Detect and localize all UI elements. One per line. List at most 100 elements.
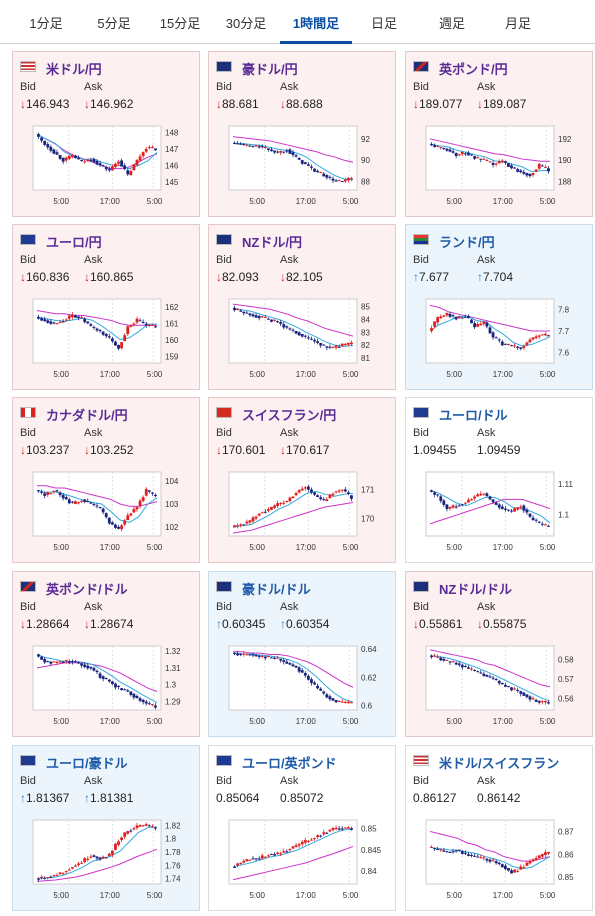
tab-6[interactable]: 週足 — [438, 16, 465, 31]
candle-body — [37, 317, 40, 319]
rate-card[interactable]: カナダドル/円 Bid Ask ↓103.237 ↓103.252 104 103 102 5:… — [12, 397, 200, 563]
pair-name[interactable]: カナダドル/円 — [46, 408, 128, 423]
candle-body — [129, 513, 133, 516]
price-chart[interactable]: 7.8 7.7 7.6 5:00 17:00 5:00 — [412, 293, 586, 381]
pair-name[interactable]: ランド/円 — [439, 235, 495, 250]
tab-0[interactable]: 1分足 — [29, 16, 63, 31]
candle-body — [534, 857, 538, 860]
price-chart[interactable]: 148 147 146 145 5:00 17:00 5:00 — [19, 120, 193, 208]
pair-name[interactable]: 豪ドル/円 — [242, 62, 298, 77]
candle-body — [233, 653, 236, 655]
candle-body — [300, 160, 304, 164]
candle-body — [104, 334, 108, 337]
rate-card[interactable]: 英ポンド/円 Bid Ask ↓189.077 ↓189.087 192 190 188 5:0… — [405, 51, 593, 217]
plot-area — [32, 125, 162, 191]
flag-icon — [216, 581, 232, 592]
candle-body — [331, 698, 335, 701]
candle-body — [67, 155, 71, 159]
candle-body — [343, 701, 347, 703]
candle-body — [510, 345, 513, 347]
candle-body — [519, 691, 523, 694]
candle-body — [70, 661, 74, 663]
price-chart[interactable]: 171 170 5:00 17:00 5:00 — [215, 466, 389, 554]
tab-7[interactable]: 月足 — [504, 16, 531, 31]
ask-value: 0.86142 — [477, 791, 520, 805]
candle-body — [485, 493, 489, 497]
rate-card[interactable]: 英ポンド/ドル Bid Ask ↓1.28664 ↓1.28674 1.32 1.31 1.3… — [12, 571, 200, 737]
candle-body — [503, 684, 507, 687]
candle-body — [236, 863, 240, 866]
candle-body — [297, 332, 301, 336]
pair-name[interactable]: スイスフラン/円 — [242, 408, 337, 423]
price-chart[interactable]: 92 90 88 5:00 17:00 5:00 — [215, 120, 389, 208]
pair-name[interactable]: ユーロ/円 — [46, 235, 102, 250]
rate-card[interactable]: ユーロ/英ポンド Bid Ask 0.85064 0.85072 0.85 0.845 0.8… — [208, 745, 396, 911]
pair-name[interactable]: 英ポンド/ドル — [46, 582, 128, 597]
rate-card[interactable]: NZドル/円 Bid Ask ↓82.093 ↓82.105 85 84 83 82 81 5:00… — [208, 224, 396, 390]
pair-name[interactable]: ユーロ/英ポンド — [242, 756, 337, 771]
candle-body — [67, 315, 71, 319]
price-chart[interactable]: 0.58 0.57 0.56 5:00 17:00 5:00 — [412, 640, 586, 728]
tab-5[interactable]: 日足 — [370, 16, 397, 31]
candle-body — [325, 499, 329, 502]
candle-body — [46, 877, 50, 879]
rate-card[interactable]: ランド/円 Bid Ask ↑7.677 ↑7.704 7.8 7.7 7.6 5:00 17:0… — [405, 224, 593, 390]
pair-name[interactable]: ユーロ/ドル — [439, 408, 508, 423]
candle-body — [86, 159, 90, 162]
candle-body — [454, 316, 458, 320]
candle-body — [457, 849, 461, 851]
tab-2[interactable]: 15分足 — [159, 16, 201, 31]
flag-icon — [20, 755, 36, 766]
rate-card[interactable]: NZドル/ドル Bid Ask ↓0.55861 ↓0.55875 0.58 0.57 0.5… — [405, 571, 593, 737]
pair-name[interactable]: ユーロ/豪ドル — [46, 756, 128, 771]
candle-body — [491, 499, 495, 502]
candle-body — [74, 661, 77, 663]
price-chart[interactable]: 1.32 1.31 1.3 1.29 5:00 17:00 5:00 — [19, 640, 193, 728]
candle-body — [476, 324, 480, 327]
tab-4[interactable]: 1時間足 — [280, 0, 352, 44]
pair-name[interactable]: NZドル/ドル — [439, 582, 512, 597]
price-chart[interactable]: 192 190 188 5:00 17:00 5:00 — [412, 120, 586, 208]
candle-body — [245, 312, 249, 314]
pair-name[interactable]: 米ドル/スイスフラン — [439, 756, 560, 771]
rate-card[interactable]: 豪ドル/円 Bid Ask ↓88.681 ↓88.688 92 90 88 5:00 17:00… — [208, 51, 396, 217]
candle-body — [319, 497, 323, 500]
candle-body — [513, 688, 517, 690]
pair-name[interactable]: NZドル/円 — [242, 235, 302, 250]
tab-1[interactable]: 5分足 — [97, 16, 131, 31]
candle-body — [476, 671, 480, 673]
candle-body — [531, 859, 535, 862]
rate-card[interactable]: 米ドル/スイスフラン Bid Ask 0.86127 0.86142 0.87 0.86 0.… — [405, 745, 593, 911]
rate-card[interactable]: ユーロ/ドル Bid Ask 1.09455 1.09459 1.11 1.1 5:00 17:… — [405, 397, 593, 563]
rate-card[interactable]: 米ドル/円 Bid Ask ↓146.943 ↓146.962 148 147 146 145 5… — [12, 51, 200, 217]
pair-name[interactable]: 豪ドル/ドル — [242, 582, 311, 597]
pair-name[interactable]: 米ドル/円 — [46, 62, 102, 77]
x-tick-label: 17:00 — [100, 197, 121, 206]
price-chart[interactable]: 1.821.81.781.761.745:00 17:00 5:00 — [19, 814, 193, 902]
candle-body — [86, 665, 90, 669]
price-chart[interactable]: 0.85 0.845 0.84 5:00 17:00 5:00 — [215, 814, 389, 902]
rate-card[interactable]: ユーロ/豪ドル Bid Ask ↑1.81367 ↑1.81381 1.82 1.8 1.78… — [12, 745, 200, 911]
x-tick-label: 5:00 — [540, 197, 556, 206]
price-chart[interactable]: 0.870.860.855:00 17:00 5:00 — [412, 814, 586, 902]
price-chart[interactable]: 1.11 1.1 5:00 17:00 5:00 — [412, 466, 586, 554]
candle-body — [343, 489, 347, 492]
price-chart[interactable]: 0.640.620.65:00 17:00 5:00 — [215, 640, 389, 728]
bid-value: 0.85064 — [216, 791, 259, 805]
rate-card[interactable]: 豪ドル/ドル Bid Ask ↑0.60345 ↑0.60354 0.64 0.62 0.6 5… — [208, 571, 396, 737]
price-chart[interactable]: 104 103 102 5:00 17:00 5:00 — [19, 466, 193, 554]
rate-card[interactable]: スイスフラン/円 Bid Ask ↓170.601 ↓170.617 171 170 5:00… — [208, 397, 396, 563]
candle-body — [519, 866, 523, 870]
tab-3[interactable]: 30分足 — [225, 16, 267, 31]
candle-body — [460, 317, 464, 319]
candle-body — [46, 661, 50, 663]
bid-label: Bid — [20, 81, 36, 93]
moving-average-long — [232, 502, 354, 534]
pair-name[interactable]: 英ポンド/円 — [439, 62, 508, 77]
candle-body — [150, 704, 154, 706]
rate-card[interactable]: ユーロ/円 Bid Ask ↓160.836 ↓160.865 162 161 160 159 5… — [12, 224, 200, 390]
candle-body — [80, 159, 84, 161]
candle-body — [470, 855, 473, 857]
